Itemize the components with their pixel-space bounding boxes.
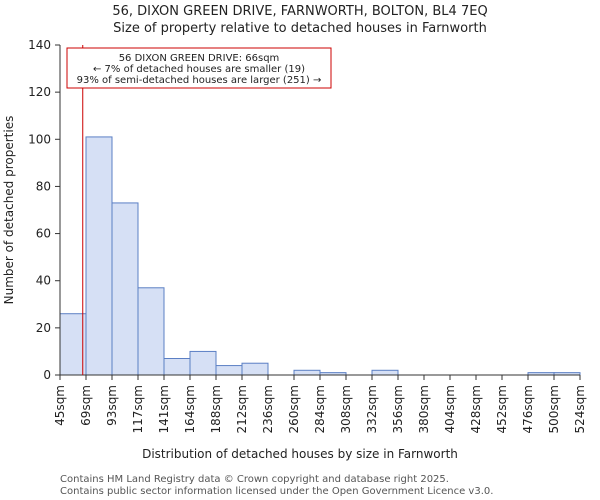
x-tick-label: 404sqm [443, 385, 457, 433]
y-axis-ticks: 0 20 40 60 80 100 120 140 [28, 38, 60, 382]
chart-subtitle: Size of property relative to detached ho… [113, 21, 487, 36]
x-tick-label: 284sqm [313, 385, 327, 433]
bar-188sqm [215, 365, 243, 376]
y-axis-label: Number of detached properties [2, 116, 16, 305]
bars [59, 136, 581, 376]
x-tick-label: 69sqm [79, 385, 93, 426]
x-tick-label: 212sqm [235, 385, 249, 433]
y-tick-label: 80 [36, 179, 51, 193]
x-tick-label: 141sqm [157, 385, 171, 433]
x-tick-label: 332sqm [365, 385, 379, 433]
y-tick-label: 0 [43, 368, 51, 382]
footer-line-1: Contains HM Land Registry data © Crown c… [60, 474, 449, 485]
y-tick-label: 140 [28, 38, 51, 52]
y-tick-label: 20 [36, 321, 51, 335]
bar-260sqm [293, 369, 321, 376]
x-tick-label: 236sqm [261, 385, 275, 433]
bar-93sqm [111, 202, 139, 376]
bar-141sqm [163, 358, 191, 376]
bar-69sqm [85, 136, 113, 376]
bar-212sqm [241, 362, 269, 376]
x-tick-label: 45sqm [53, 385, 67, 426]
bar-45sqm [59, 313, 87, 376]
x-tick-label: 476sqm [521, 385, 535, 433]
annotation-line-2: ← 7% of detached houses are smaller (19) [93, 64, 305, 75]
bar-164sqm [189, 350, 217, 376]
x-axis-ticks: 45sqm 69sqm 93sqm 117sqm 141sqm 164sqm 188sqm 2… [53, 375, 587, 433]
x-tick-label: 117sqm [131, 385, 145, 433]
y-tick-label: 60 [36, 227, 51, 241]
bar-332sqm [371, 369, 399, 376]
footer-line-2: Contains public sector information licen… [60, 486, 493, 497]
x-tick-label: 93sqm [105, 385, 119, 426]
x-tick-label: 452sqm [495, 385, 509, 433]
annotation-line-3: 93% of semi-detached houses are larger (… [77, 75, 322, 86]
bar-117sqm [137, 287, 165, 376]
annotation-box: 56 DIXON GREEN DRIVE: 66sqm ← 7% of deta… [66, 47, 332, 89]
x-tick-label: 428sqm [469, 385, 483, 433]
annotation-line-1: 56 DIXON GREEN DRIVE: 66sqm [119, 53, 280, 64]
x-tick-label: 188sqm [209, 385, 223, 433]
y-tick-label: 100 [28, 132, 51, 146]
x-tick-label: 356sqm [391, 385, 405, 433]
x-axis-label: Distribution of detached houses by size … [142, 447, 458, 461]
x-tick-label: 500sqm [547, 385, 561, 433]
x-tick-label: 308sqm [339, 385, 353, 433]
x-tick-label: 164sqm [183, 385, 197, 433]
x-tick-label: 380sqm [417, 385, 431, 433]
y-tick-label: 40 [36, 274, 51, 288]
x-tick-label: 524sqm [573, 385, 587, 433]
annotation-border [66, 47, 332, 89]
x-tick-label: 260sqm [287, 385, 301, 433]
y-tick-label: 120 [28, 85, 51, 99]
chart-title: 56, DIXON GREEN DRIVE, FARNWORTH, BOLTON… [112, 4, 487, 19]
